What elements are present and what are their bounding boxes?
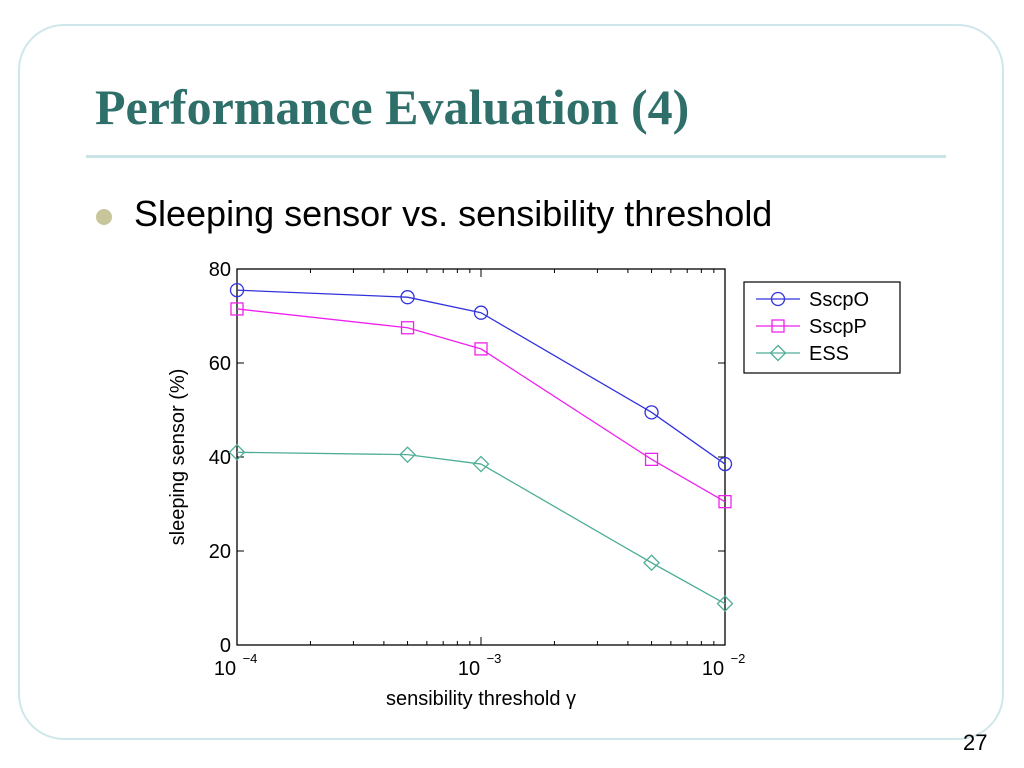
y-tick-label: 0	[220, 635, 231, 657]
data-point-sscpo	[644, 405, 659, 420]
data-point-ess	[228, 443, 246, 461]
x-tick-label: 10	[214, 658, 236, 680]
legend-swatch-marker	[770, 291, 786, 307]
data-point-sscpo	[229, 283, 245, 298]
y-tick-label: 80	[209, 259, 231, 281]
series-line-sscpp	[236, 308, 726, 503]
data-point-ess	[643, 554, 660, 572]
data-point-sscpo	[400, 290, 415, 305]
data-point-ess	[399, 446, 416, 464]
x-tick-label-exponent: −2	[731, 651, 746, 666]
y-tick-label: 60	[209, 353, 231, 375]
slide-title: Performance Evaluation (4)	[95, 79, 690, 135]
data-point-sscpp	[474, 342, 488, 356]
data-point-sscpp	[400, 321, 415, 335]
data-point-sscpp	[230, 302, 244, 316]
data-point-ess	[716, 595, 734, 613]
sleeping-sensor-chart: 0 20 40 60 80 10 −4 10 −3 10 −2 sensibility thresho…	[167, 259, 901, 710]
y-tick-label: 20	[209, 541, 231, 563]
data-point-sscpo	[717, 456, 733, 472]
x-axis-label: sensibility threshold γ	[386, 688, 576, 710]
legend-label: SscpP	[809, 316, 867, 338]
y-axis-label: sleeping sensor (%)	[167, 369, 189, 546]
x-tick-label-exponent: −3	[487, 651, 502, 666]
series-line-sscpo	[236, 289, 726, 465]
legend-box	[743, 281, 901, 374]
bullet-text: Sleeping sensor vs. sensibility threshol…	[134, 193, 773, 234]
data-point-sscpp	[644, 452, 659, 467]
data-point-sscpp	[718, 494, 732, 509]
bullet-icon	[96, 209, 112, 225]
data-point-ess	[472, 455, 490, 473]
legend-swatch-marker	[769, 344, 787, 362]
legend-label: SscpO	[809, 289, 869, 311]
x-tick-label: 10	[458, 658, 480, 680]
x-tick-label-exponent: −4	[243, 651, 258, 666]
series-line-ess	[236, 451, 726, 605]
title-divider	[86, 155, 946, 158]
data-point-sscpo	[473, 305, 489, 320]
slide-frame	[18, 24, 1004, 740]
legend-label: ESS	[809, 343, 849, 365]
legend-swatch-marker	[771, 319, 785, 333]
y-tick-label: 40	[209, 447, 231, 469]
page-number: 27	[963, 730, 988, 755]
x-tick-label: 10	[702, 658, 724, 680]
